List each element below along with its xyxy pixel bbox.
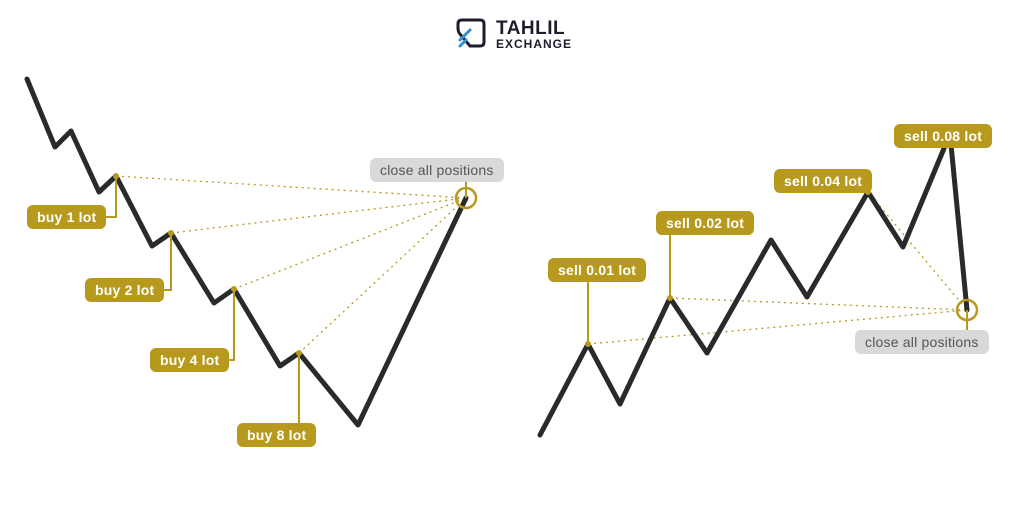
close-right-label: close all positions (855, 330, 989, 354)
sell-label-3: sell 0.08 lot (894, 124, 992, 148)
diagram-canvas: TAHLIL EXCHANGE buy 1 lot buy 2 lot buy 4 … (0, 0, 1024, 518)
chart-svg (0, 0, 1024, 518)
brand-logo: TAHLIL EXCHANGE (452, 16, 572, 52)
logo-icon (452, 16, 488, 52)
buy-label-2: buy 4 lot (150, 348, 229, 372)
logo-text: TAHLIL EXCHANGE (496, 19, 572, 50)
buy-label-0: buy 1 lot (27, 205, 106, 229)
close-left-label: close all positions (370, 158, 504, 182)
buy-label-1: buy 2 lot (85, 278, 164, 302)
sell-label-1: sell 0.02 lot (656, 211, 754, 235)
sell-label-0: sell 0.01 lot (548, 258, 646, 282)
sell-label-2: sell 0.04 lot (774, 169, 872, 193)
logo-line2: EXCHANGE (496, 38, 572, 50)
buy-label-3: buy 8 lot (237, 423, 316, 447)
logo-line1: TAHLIL (496, 19, 572, 38)
